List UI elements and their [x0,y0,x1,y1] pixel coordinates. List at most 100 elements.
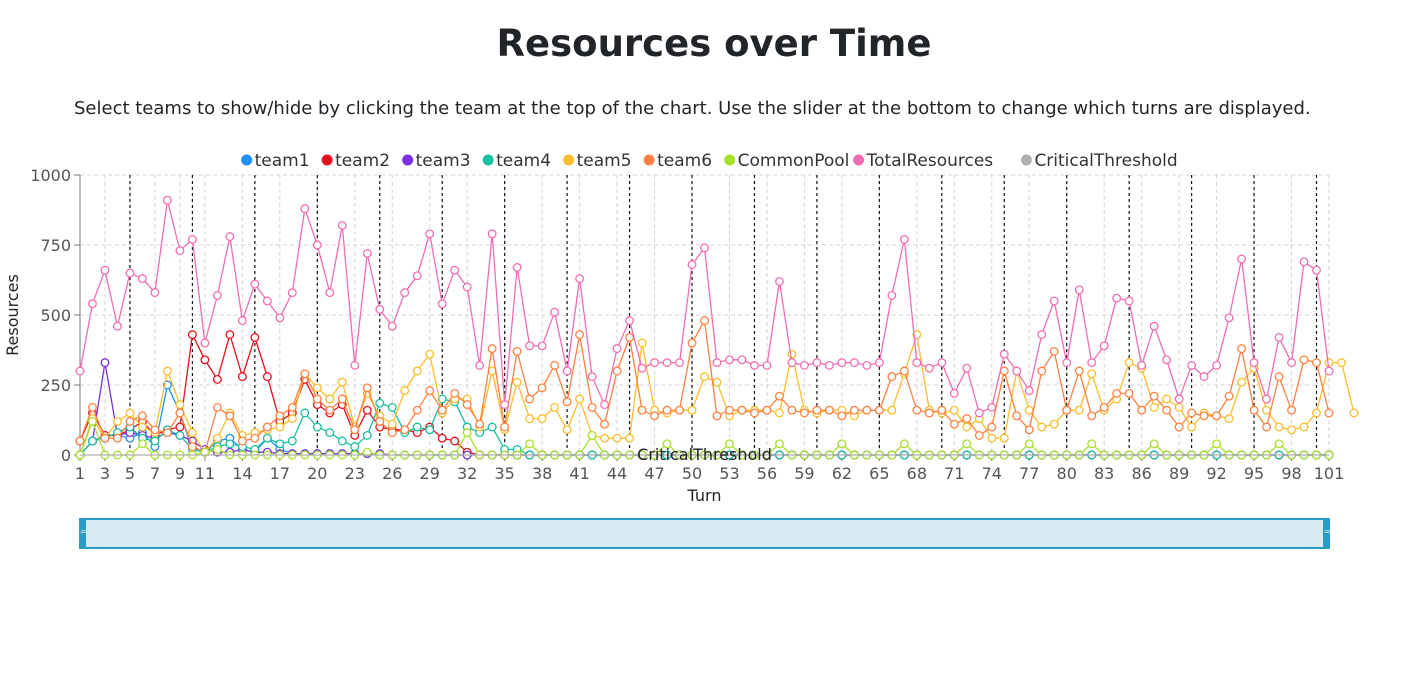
legend-item-team1[interactable]: team1 [241,151,310,171]
turn-range-slider[interactable]: = = [79,518,1331,549]
data-point [1312,265,1321,275]
data-point [962,422,972,432]
data-point [1124,388,1134,398]
data-point [700,316,709,326]
data-point [887,290,897,300]
data-point [1262,422,1271,432]
legend-item-commonpool[interactable]: CommonPool [724,151,849,171]
data-point [1124,358,1134,368]
data-point [712,377,722,387]
legend-item-team3[interactable]: team3 [402,151,471,171]
data-point [1112,388,1122,398]
data-point [575,274,585,284]
legend-item-team6[interactable]: team6 [643,151,712,171]
legend-label: team3 [416,151,471,171]
data-point [362,383,372,393]
data-point [1174,402,1184,412]
x-tick-label: 32 [457,464,477,483]
data-point [637,363,647,373]
data-point [237,372,247,382]
data-point [337,220,347,230]
data-point [125,416,135,426]
legend-item-totalresources[interactable]: TotalResources [853,151,993,171]
data-point [849,358,859,368]
data-point [1324,366,1334,376]
data-point [675,405,684,415]
data-point [887,405,897,415]
season-boundary-lines [129,175,1318,455]
data-point [725,439,734,449]
data-point [375,304,385,314]
data-point [612,344,622,354]
data-point [325,405,335,415]
data-point [937,358,947,368]
legend-marker-icon [321,154,333,166]
legend-label: team4 [496,151,551,171]
data-point [150,436,160,446]
data-point [612,433,622,443]
data-point [1174,422,1184,432]
data-point [262,372,272,382]
data-point [899,439,909,449]
data-point [88,416,97,426]
data-point [175,400,185,410]
y-tick-label: 0 [61,446,71,465]
data-point [650,411,659,421]
slider-right-handle[interactable]: = [1323,518,1331,549]
legend-marker-icon [402,154,414,166]
data-point [287,414,297,424]
data-point [487,229,497,239]
data-point [162,428,172,438]
data-point [974,408,984,418]
data-point [337,394,347,404]
legend-marker-icon [563,154,575,166]
legend-item-team5[interactable]: team5 [563,151,632,171]
data-point [1299,257,1309,267]
data-point [487,422,497,432]
x-tick-label: 71 [944,464,964,483]
legend-marker-icon [643,154,655,166]
data-point [700,372,709,382]
data-point [275,439,285,449]
data-point [312,240,322,250]
data-point [774,408,784,418]
data-point [725,405,734,415]
data-point [737,355,747,365]
data-point [275,422,285,432]
data-point [949,405,959,415]
legend-item-team4[interactable]: team4 [482,151,551,171]
data-point [1174,394,1184,404]
legend-item-team2[interactable]: team2 [321,151,390,171]
data-point [887,372,897,382]
data-point [1087,369,1097,379]
data-point [787,358,797,368]
legend-label: team6 [657,151,712,171]
x-tick-label: 9 [175,464,185,483]
legend-label: CriticalThreshold [1034,151,1177,171]
data-point [774,439,784,449]
data-point [337,377,347,387]
data-point [375,416,385,426]
data-point [1162,355,1172,365]
data-point [1287,358,1296,368]
data-point [88,402,97,412]
x-tick-label: 74 [982,464,1002,483]
y-axis-title: Resources [3,274,22,356]
data-point [587,430,597,440]
data-point [187,442,197,452]
data-point [1062,358,1072,368]
data-point [212,433,222,443]
data-point [874,358,884,368]
legend-item-criticalthreshold[interactable]: CriticalThreshold [1020,151,1178,171]
data-point [200,338,210,348]
data-point [287,436,297,446]
data-point [475,419,485,429]
legend-marker-icon [482,154,494,166]
data-point [137,439,147,449]
data-point [1299,355,1309,365]
y-tick-label: 1000 [30,166,71,185]
chart-legend[interactable]: team1 team2 team3 team4 team5 team6 CommonPool… [241,151,1178,171]
series-team6 [75,316,1334,457]
data-point [1337,358,1346,368]
slider-left-handle[interactable]: = [79,518,87,549]
